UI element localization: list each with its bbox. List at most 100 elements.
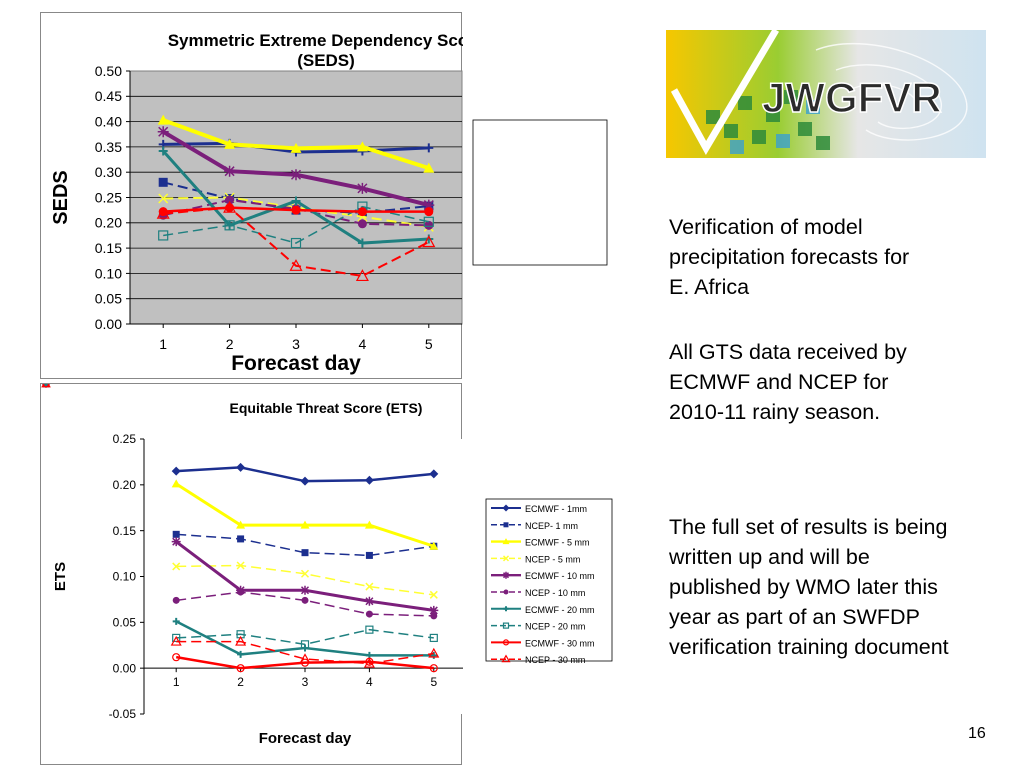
chart-title: (SEDS) <box>297 51 355 70</box>
series-line <box>176 533 434 557</box>
legend-marker <box>502 622 510 629</box>
x-tick-label: 5 <box>425 336 433 352</box>
data-point <box>299 653 311 664</box>
data-point <box>357 238 367 248</box>
data-point <box>365 551 373 559</box>
ets-chart-panel: Equitable Threat Score (ETS) -0.05 0.00 0.0… <box>40 383 463 765</box>
data-point <box>157 114 169 125</box>
x-tick-label: 5 <box>430 675 437 689</box>
data-point <box>157 126 169 138</box>
data-point <box>365 625 374 634</box>
data-point <box>235 635 247 646</box>
data-point <box>171 466 181 476</box>
data-point <box>430 612 438 620</box>
page-number: 16 <box>968 725 986 742</box>
data-point <box>365 610 373 618</box>
y-tick-label: 0.35 <box>95 139 122 155</box>
description-paragraph-1: Verification of model precipitation fore… <box>669 215 910 299</box>
legend-marker <box>503 522 509 528</box>
legend-marker <box>503 606 509 612</box>
data-point <box>300 640 310 649</box>
legend-marker <box>502 639 510 646</box>
legend-marker <box>502 504 510 512</box>
data-point <box>236 664 245 673</box>
data-point <box>224 165 236 177</box>
series-2 <box>171 479 439 550</box>
data-point <box>429 469 439 479</box>
y-tick-label: 0.00 <box>113 661 137 675</box>
legend-marker <box>502 538 510 545</box>
legend-label: ECMWF - 30 mm <box>525 638 595 648</box>
series-line <box>176 628 434 646</box>
data-point <box>300 520 310 529</box>
legend-box <box>472 119 608 266</box>
legend-label: NCEP - 30 mm <box>525 655 585 665</box>
legend-entry: ECMWF - 20 mm <box>491 605 595 615</box>
data-point <box>224 220 235 231</box>
legend-entry: ECMWF - 10 mm <box>491 571 595 581</box>
x-tick-label: 4 <box>359 336 367 352</box>
legend-entry: NCEP - 30 mm <box>491 654 585 665</box>
x-tick-label: 1 <box>173 675 180 689</box>
data-point <box>171 537 181 547</box>
y-tick-label: 0.00 <box>95 316 122 332</box>
legend-label: ECMWF - 5 mm <box>525 538 590 548</box>
data-point <box>223 200 237 213</box>
y-tick-label: -0.05 <box>109 707 137 721</box>
data-point <box>300 585 310 595</box>
data-point <box>429 664 438 673</box>
legend-marker <box>502 555 510 562</box>
data-point <box>429 590 438 599</box>
data-point <box>290 169 302 181</box>
y-tick-label: 0.25 <box>113 432 137 446</box>
data-point <box>429 605 439 615</box>
series-9 <box>170 635 440 668</box>
y-axis-label: SEDS <box>50 170 72 224</box>
seds-chart: Symmetric Extreme Dependency Score(SEDS)… <box>50 31 463 375</box>
series-3 <box>172 561 438 599</box>
data-point <box>290 237 302 249</box>
data-point <box>363 657 375 668</box>
data-point <box>364 475 374 485</box>
data-point <box>356 182 368 194</box>
data-point <box>429 541 439 550</box>
data-point <box>423 162 435 173</box>
data-point <box>424 143 434 153</box>
data-point <box>423 199 435 211</box>
data-point <box>237 535 245 543</box>
data-point <box>422 235 436 248</box>
y-axis-label: ETS <box>52 562 69 591</box>
data-point <box>237 588 245 596</box>
x-tick-label: 2 <box>237 675 244 689</box>
y-tick-label: 0.30 <box>95 164 122 180</box>
legend-marker <box>501 654 511 663</box>
series-4 <box>157 126 435 211</box>
logo-text: JWGFVR <box>762 74 942 121</box>
legend-entry: ECMWF - 1mm <box>491 504 587 514</box>
data-point <box>355 269 369 282</box>
x-tick-label: 2 <box>226 336 234 352</box>
y-tick-label: 0.10 <box>95 265 122 281</box>
legend-marker <box>41 384 51 388</box>
jwgfvr-logo: JWGFVR <box>666 30 986 158</box>
legend-entry: ECMWF - 5 mm <box>491 538 590 548</box>
legend-entry: NCEP - 20 mm <box>491 622 585 632</box>
y-tick-label: 0.15 <box>95 240 122 256</box>
data-point <box>236 520 246 529</box>
description-paragraph-3: The full set of results is being written… <box>669 515 949 659</box>
series-6 <box>158 146 434 248</box>
data-point <box>158 146 168 156</box>
data-point <box>301 549 309 557</box>
data-point <box>171 479 181 488</box>
x-axis-label: Forecast day <box>259 730 352 747</box>
data-point <box>300 569 310 578</box>
data-point <box>424 220 434 230</box>
data-point <box>290 142 302 153</box>
data-point <box>158 177 168 187</box>
y-tick-label: 0.10 <box>113 570 137 584</box>
legend-label: ECMWF - 20 mm <box>525 605 595 615</box>
y-tick-label: 0.15 <box>113 524 137 538</box>
data-point <box>158 193 169 204</box>
data-point <box>156 206 170 219</box>
series-line <box>176 640 434 665</box>
